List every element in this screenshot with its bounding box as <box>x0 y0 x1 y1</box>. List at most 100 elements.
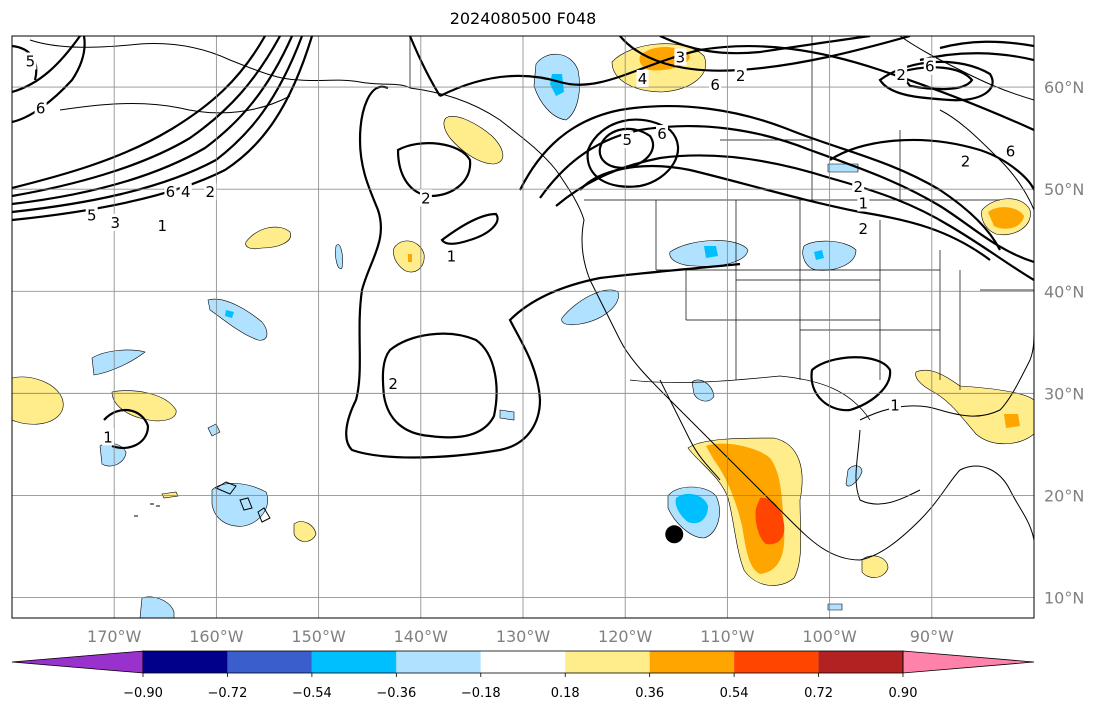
colorbar-label: 0.54 <box>720 686 749 701</box>
lat-tick-label: 30°N <box>1044 384 1084 403</box>
contour-label: 2 <box>736 67 746 85</box>
contour-line <box>919 52 1034 62</box>
contour-label-bg <box>102 428 115 446</box>
contour-label-bg <box>419 189 432 207</box>
shading-positive-low <box>12 376 64 425</box>
contour-label-bg <box>636 69 649 87</box>
contour-label-bg <box>674 48 687 66</box>
lon-tick-label: 100°W <box>802 627 857 646</box>
lon-tick-label: 110°W <box>700 627 755 646</box>
colorbar-box <box>396 651 481 673</box>
coastline <box>214 481 271 523</box>
shading-negative-low <box>207 298 268 341</box>
coastline <box>409 87 1034 561</box>
contour-line <box>12 36 294 206</box>
shading-negative-mid <box>675 493 708 524</box>
colorbar-label: −0.72 <box>208 686 248 701</box>
contour-label-bg <box>709 76 722 94</box>
coastline <box>899 36 1034 101</box>
lon-tick-label: 90°W <box>910 627 954 646</box>
contour-label-bg <box>179 183 192 201</box>
shading-negative-low <box>827 603 843 611</box>
contour-label-bg <box>621 131 634 149</box>
colorbar-box <box>649 651 735 673</box>
contour-label: 2 <box>853 178 863 196</box>
contour-label-bg <box>164 183 177 201</box>
colorbar-extend-high <box>902 650 1035 674</box>
contour-line <box>440 212 499 245</box>
contour-label: 6 <box>925 58 935 76</box>
colorbar-label: 0.90 <box>889 686 918 701</box>
contour-label: 2 <box>205 183 215 201</box>
shading-positive-low <box>443 116 504 165</box>
lat-tick-label: 10°N <box>1044 589 1084 608</box>
shading-positive-low <box>245 226 291 250</box>
coastline <box>859 329 1034 421</box>
coastline <box>59 95 291 114</box>
colorbar-box <box>143 651 228 673</box>
contour-label-bg <box>204 183 217 201</box>
contour-label-bg <box>85 206 98 224</box>
colorbar-box <box>565 651 650 673</box>
lat-tick-label: 50°N <box>1044 180 1084 199</box>
shading-positive-mid <box>988 207 1024 229</box>
coastline <box>939 109 1034 211</box>
contour-line <box>103 408 150 450</box>
colorbar-box <box>480 651 566 673</box>
colorbar-box <box>227 651 312 673</box>
colorbar-label: 0.18 <box>551 686 580 701</box>
shading-positive-mid <box>1004 414 1020 428</box>
colorbar-label: 0.72 <box>804 686 833 701</box>
contour-label-bg <box>857 219 870 237</box>
colorbar-outline <box>142 650 904 674</box>
contour-line <box>12 36 81 94</box>
lon-tick-labels: 170°W 160°W 150°W 140°W 130°W 120°W 110°W 100°W… <box>87 627 954 646</box>
contour-line <box>598 127 655 170</box>
contour-line <box>12 36 86 124</box>
contour-label-bg <box>387 375 400 393</box>
colorbar-label: −0.90 <box>123 686 163 701</box>
lat-tick-label: 60°N <box>1044 78 1084 97</box>
contour-label: 2 <box>961 153 971 171</box>
lon-tick-label: 130°W <box>496 627 551 646</box>
contour-label: 1 <box>447 248 457 266</box>
contour-label: 6 <box>657 125 667 143</box>
shading-negative-low <box>561 289 619 326</box>
colorbar-label: −0.18 <box>461 686 501 701</box>
colorbar-label: −0.36 <box>376 686 416 701</box>
contour-line <box>12 36 281 198</box>
contour-line <box>12 36 304 214</box>
shading-positive-low <box>861 555 889 578</box>
map-title: 2024080500 F048 <box>449 9 597 28</box>
lon-tick-label: 120°W <box>598 627 653 646</box>
contour-label: 5 <box>87 207 97 225</box>
shading-negative-low <box>139 596 175 618</box>
contour-label: 1 <box>103 428 113 446</box>
shading-negative-low <box>845 465 863 487</box>
lat-tick-label: 20°N <box>1044 486 1084 505</box>
contour-label-bg <box>889 396 902 414</box>
shading-positive-low <box>293 521 317 542</box>
contour-label: 6 <box>1006 142 1016 160</box>
contour-label: 6 <box>36 99 46 117</box>
contour-line <box>396 142 472 198</box>
contour-label: 5 <box>622 131 632 149</box>
coastline <box>855 429 921 505</box>
lon-tick-label: 160°W <box>189 627 244 646</box>
coastline <box>134 503 160 517</box>
contour-label-bg <box>156 216 169 234</box>
contour-line <box>659 36 871 55</box>
contour-label: 2 <box>859 220 869 238</box>
shading-positive-high <box>755 497 785 545</box>
lat-tick-label: 40°N <box>1044 282 1084 301</box>
contour-label-bg <box>959 152 972 170</box>
contour-line <box>829 138 1034 191</box>
coastline-layer <box>29 36 1034 561</box>
contour-label-bg <box>1004 142 1017 160</box>
colorbar-extend-low <box>11 650 144 674</box>
contour-line <box>810 356 892 412</box>
lon-tick-label: 140°W <box>394 627 449 646</box>
colorbar-box <box>818 651 903 673</box>
